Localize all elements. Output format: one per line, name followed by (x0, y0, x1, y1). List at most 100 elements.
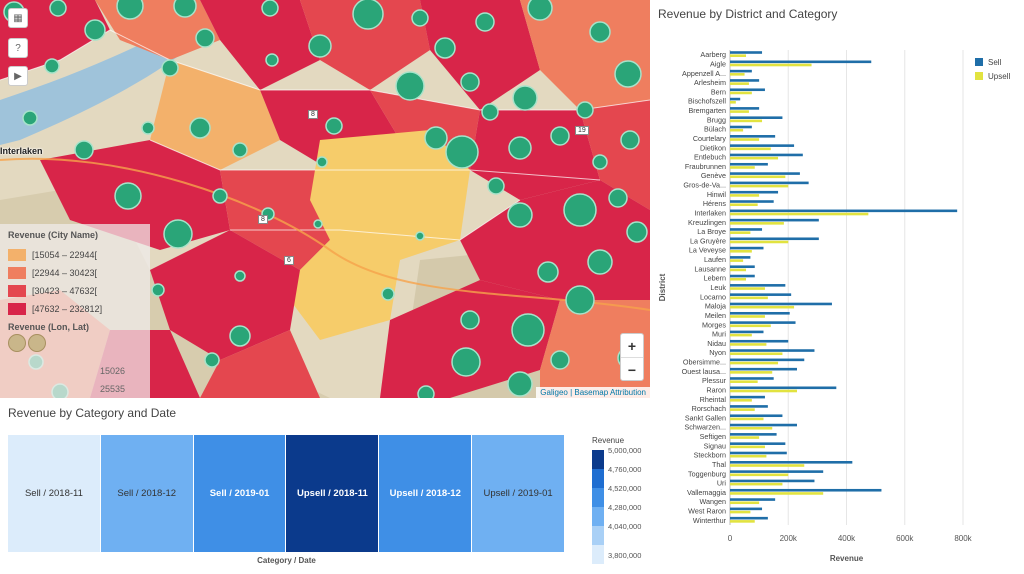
y-tick-label: Ouest lausa... (682, 367, 726, 376)
bar-sell (730, 293, 792, 296)
y-tick-label: Steckborn (694, 451, 726, 460)
bar-sell (730, 135, 776, 138)
bar-upsell (730, 119, 763, 123)
heatmap-cell[interactable]: Upsell / 2018-12 (379, 435, 473, 552)
legend-circle-title: Revenue (Lon, Lat) (8, 322, 90, 332)
bar-upsell (730, 510, 751, 514)
y-tick-label: Seftigen (700, 432, 726, 441)
bar-chart-title: Revenue by District and Category (658, 7, 838, 21)
bar-upsell (730, 156, 779, 160)
bar-sell (730, 395, 765, 399)
heatmap-legend-swatch (592, 545, 604, 564)
bar-upsell (730, 63, 812, 67)
x-tick-label: 600k (896, 534, 914, 543)
bar-sell (730, 69, 752, 73)
road-shield: 8 (258, 215, 268, 224)
legend-swatch (8, 249, 26, 261)
bar-sell (730, 498, 776, 501)
bar-upsell (730, 184, 789, 188)
y-tick-label: Interlaken (694, 208, 726, 217)
map-attribution[interactable]: Galigeo | Basemap Attribution (536, 387, 650, 398)
y-tick-label: Hérens (703, 199, 727, 208)
legend-circle-value: 15026 (100, 366, 126, 376)
road-shield: 6 (284, 256, 294, 265)
heatmap-cell[interactable]: Sell / 2018-11 (8, 435, 101, 552)
x-tick-label: 400k (838, 534, 856, 543)
zoom-in-button[interactable]: + (621, 334, 643, 358)
y-tick-label: Signau (704, 441, 726, 450)
heatmap-legend-tick: 5,000,000 (608, 446, 642, 455)
y-tick-label: Locarno (700, 292, 726, 301)
zoom-out-button[interactable]: − (627, 361, 637, 378)
bar-chart-legend: Sell Upsell (975, 55, 1010, 83)
heatmap-cell[interactable]: Sell / 2018-12 (100, 435, 194, 552)
zoom-control: + − (620, 333, 644, 381)
legend-item[interactable]: Upsell (975, 69, 1010, 83)
bar-sell (730, 405, 768, 408)
heatmap-legend-swatch (592, 469, 604, 488)
heatmap-legend: Revenue 5,000,000 4,760,000 4,520,000 4,280… (592, 436, 652, 564)
bar-upsell (730, 91, 752, 95)
bar-upsell (730, 249, 752, 253)
bar-sell (730, 302, 832, 306)
heatmap-legend-tick: 4,040,000 (608, 522, 642, 531)
y-tick-label: La Veveyse (689, 246, 726, 255)
bar-upsell (730, 454, 767, 458)
y-tick-label: Aigle (710, 59, 726, 68)
bar-sell (730, 423, 797, 427)
y-tick-label: La Broye (697, 227, 726, 236)
map-view[interactable]: 8 19 8 6 Interlaken ▦ ? ▶ Revenue (City … (0, 0, 650, 398)
bar-upsell (730, 371, 773, 374)
legend-circle-value: 25535 (100, 384, 126, 394)
legend-swatch (975, 58, 983, 66)
legend-bin-label: [15054 – 22944[ (32, 250, 98, 260)
road-shield: 19 (575, 126, 589, 135)
legend-title: Revenue (City Name) (8, 230, 99, 240)
bar-sell (730, 190, 779, 194)
y-tick-label: Brugg (707, 115, 726, 124)
heatmap-legend-tick: 4,520,000 (608, 484, 642, 493)
y-tick-label: Wangen (699, 497, 726, 506)
x-tick-label: 0 (728, 534, 733, 543)
bar-upsell (730, 82, 749, 85)
bar-sell (730, 414, 783, 418)
bar-sell (730, 116, 783, 119)
bar-sell (730, 451, 787, 455)
bar-upsell (730, 268, 747, 272)
y-tick-label: Bülach (704, 125, 726, 134)
heatmap-title: Revenue by Category and Date (8, 406, 177, 420)
bar-upsell (730, 166, 755, 169)
layers-icon[interactable]: ▦ (8, 8, 28, 28)
bar-upsell (730, 399, 752, 402)
bar-upsell (730, 222, 784, 225)
y-tick-label: La Gruyère (690, 236, 726, 245)
play-icon[interactable]: ▶ (8, 66, 28, 86)
legend-swatch (975, 72, 983, 80)
bar-upsell (730, 287, 765, 290)
bar-sell (730, 60, 872, 64)
y-tick-label: Lausanne (694, 264, 726, 273)
bar-upsell (730, 361, 779, 365)
y-axis-title: District (658, 273, 667, 301)
y-tick-label: Sankt Gallen (685, 413, 726, 422)
heatmap-cell[interactable]: Upsell / 2018-11 (286, 435, 380, 552)
heatmap-cell[interactable]: Upsell / 2019-01 (472, 435, 565, 552)
heatmap-legend-tick: 4,280,000 (608, 503, 642, 512)
bar-upsell (730, 277, 747, 281)
bar-upsell (730, 333, 752, 337)
bar-upsell (730, 473, 789, 477)
heatmap-cell[interactable]: Sell / 2019-01 (193, 435, 287, 552)
bar-sell (730, 433, 777, 436)
legend-bin-label: [30423 – 47632[ (32, 286, 98, 296)
bar-sell (730, 284, 786, 287)
legend-label: Sell (988, 57, 1002, 67)
road-shield: 8 (308, 110, 318, 119)
help-icon[interactable]: ? (8, 38, 28, 58)
bar-upsell (730, 212, 869, 216)
y-tick-label: Muri (712, 330, 726, 339)
x-tick-label: 800k (954, 534, 972, 543)
legend-swatch (8, 267, 26, 279)
bar-sell (730, 330, 764, 334)
x-tick-label: 200k (780, 534, 798, 543)
legend-item[interactable]: Sell (975, 55, 1010, 69)
